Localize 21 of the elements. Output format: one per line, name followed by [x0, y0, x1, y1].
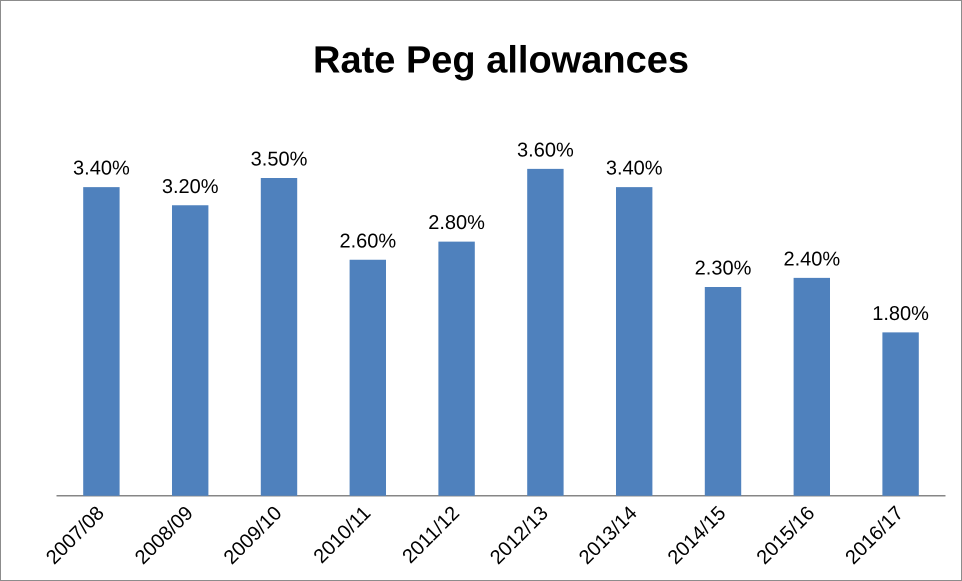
data-label: 2.60%	[339, 230, 396, 252]
bar	[350, 260, 386, 496]
data-label: 3.50%	[250, 148, 308, 171]
data-label: 3.40%	[606, 158, 663, 180]
bar	[527, 168, 564, 496]
bar	[616, 187, 652, 496]
bar	[704, 287, 742, 496]
data-label: 1.80%	[872, 302, 930, 325]
bar	[83, 187, 120, 496]
data-label: 3.20%	[162, 176, 219, 198]
bar	[882, 332, 919, 496]
bar	[438, 242, 475, 496]
data-label: 3.60%	[517, 139, 574, 162]
chart-title: Rate Peg allowances	[313, 39, 689, 82]
bar	[260, 178, 298, 496]
data-label: 2.80%	[428, 212, 486, 234]
bar	[794, 278, 830, 496]
bar	[172, 205, 208, 496]
data-label: 2.40%	[783, 248, 840, 270]
data-label: 2.30%	[694, 258, 752, 280]
data-label: 3.40%	[73, 158, 130, 180]
